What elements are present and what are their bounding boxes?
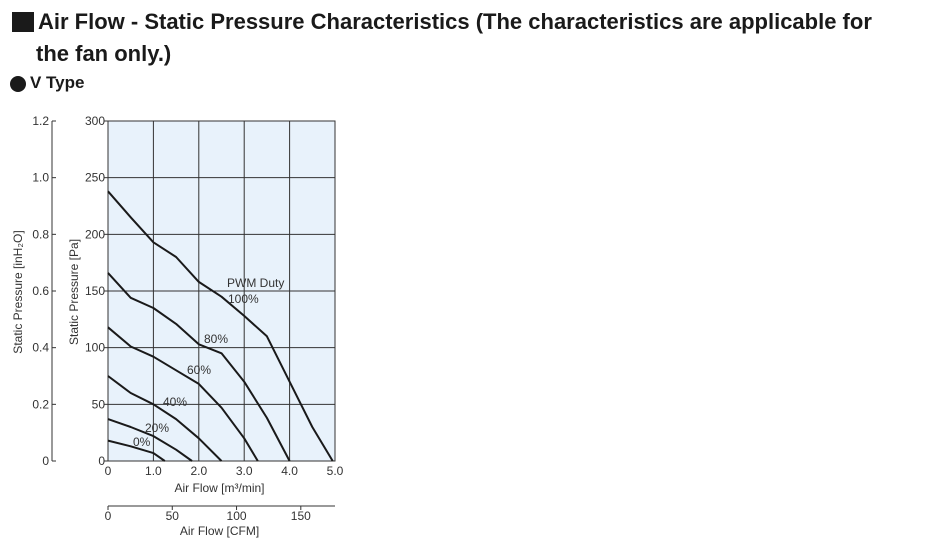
curve-label-0-percent: 0% xyxy=(133,435,151,449)
secondary-x-tick-label: 0 xyxy=(105,509,112,523)
y-axis-title: Static Pressure [Pa] xyxy=(67,239,81,345)
secondary-x-tick-label: 100 xyxy=(227,509,247,523)
y-tick-label: 250 xyxy=(85,171,105,185)
secondary-y-tick-label: 0.8 xyxy=(32,227,49,241)
y-tick-label: 150 xyxy=(85,284,105,298)
y-tick-label: 200 xyxy=(85,227,105,241)
curve-label-100-percent: 100% xyxy=(228,292,259,306)
secondary-y-tick-label: 0.2 xyxy=(32,397,49,411)
subtitle-label: V Type xyxy=(30,73,85,92)
x-tick-label: 4.0 xyxy=(281,464,298,478)
secondary-y-tick-label: 0 xyxy=(42,454,49,468)
curve-60-percent xyxy=(107,326,259,462)
secondary-y-tick-label: 0.6 xyxy=(32,284,49,298)
curve-80-percent xyxy=(107,272,291,462)
secondary-y-tick-label: 1.2 xyxy=(32,114,49,128)
y-tick-label: 100 xyxy=(85,341,105,355)
x-tick-label: 0 xyxy=(105,464,112,478)
x-tick-label: 2.0 xyxy=(190,464,207,478)
secondary-x-tick-label: 150 xyxy=(291,509,311,523)
curve-40-percent xyxy=(107,375,223,462)
y-tick-label: 300 xyxy=(85,114,105,128)
curve-label-80-percent: 80% xyxy=(204,332,228,346)
x-tick-label: 3.0 xyxy=(236,464,253,478)
secondary-x-tick-label: 50 xyxy=(166,509,180,523)
x-tick-label: 5.0 xyxy=(327,464,344,478)
y-tick-label: 50 xyxy=(92,397,106,411)
secondary-y-tick-label: 1.0 xyxy=(32,171,49,185)
legend-title: PWM Duty xyxy=(227,276,284,290)
curve-100-percent xyxy=(107,190,334,462)
heading-line-2: the fan only.) xyxy=(36,41,172,66)
curve-label-20-percent: 20% xyxy=(145,421,169,435)
x-axis-title: Air Flow [m³/min] xyxy=(175,481,265,495)
square-bullet-icon xyxy=(12,12,34,32)
curve-20-percent xyxy=(107,418,193,462)
circle-bullet-icon xyxy=(10,76,26,92)
curve-label-60-percent: 60% xyxy=(187,363,211,377)
heading-line-1: Air Flow - Static Pressure Characteristi… xyxy=(38,9,872,34)
curve-0-percent xyxy=(107,439,166,462)
secondary-y-tick-label: 0.4 xyxy=(32,341,49,355)
curve-label-40-percent: 40% xyxy=(163,395,187,409)
x-tick-label: 1.0 xyxy=(145,464,162,478)
secondary-x-axis-title: Air Flow [CFM] xyxy=(180,524,259,538)
secondary-y-axis-title: Static Pressure [inH₂O] xyxy=(11,230,25,353)
y-tick-label: 0 xyxy=(98,454,105,468)
